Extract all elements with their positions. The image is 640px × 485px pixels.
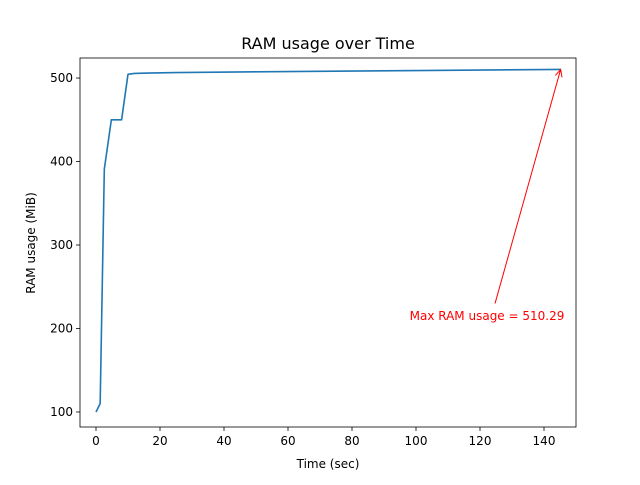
series-line-0 — [95, 68, 561, 413]
x-tick-label-120: 120 — [469, 434, 492, 448]
x-tick-label-100: 100 — [405, 434, 428, 448]
x-tick-label-20: 20 — [152, 434, 167, 448]
chart-title: RAM usage over Time — [241, 34, 415, 53]
y-tick-label-300: 300 — [50, 238, 73, 252]
x-axis-label: Time (sec) — [296, 457, 360, 471]
annotation-label: Max RAM usage = 510.29 — [410, 309, 565, 323]
y-tick-label-500: 500 — [50, 71, 73, 85]
y-axis-label: RAM usage (MiB) — [24, 192, 38, 294]
y-tick-label-100: 100 — [50, 405, 73, 419]
x-tick-label-40: 40 — [216, 434, 231, 448]
x-tick-label-0: 0 — [92, 434, 100, 448]
plot-area: 0 20 40 60 80 100 120 140 100 200 300 400 500 Max RAM… — [50, 57, 577, 448]
x-tick-label-60: 60 — [280, 434, 295, 448]
axes-frame — [79, 57, 577, 428]
annotation-arrow — [494, 69, 562, 304]
y-tick-label-400: 400 — [50, 155, 73, 169]
x-tick-label-80: 80 — [344, 434, 359, 448]
x-tick-label-140: 140 — [533, 434, 556, 448]
y-tick-label-200: 200 — [50, 321, 73, 335]
annotation-arrowhead — [554, 68, 563, 78]
